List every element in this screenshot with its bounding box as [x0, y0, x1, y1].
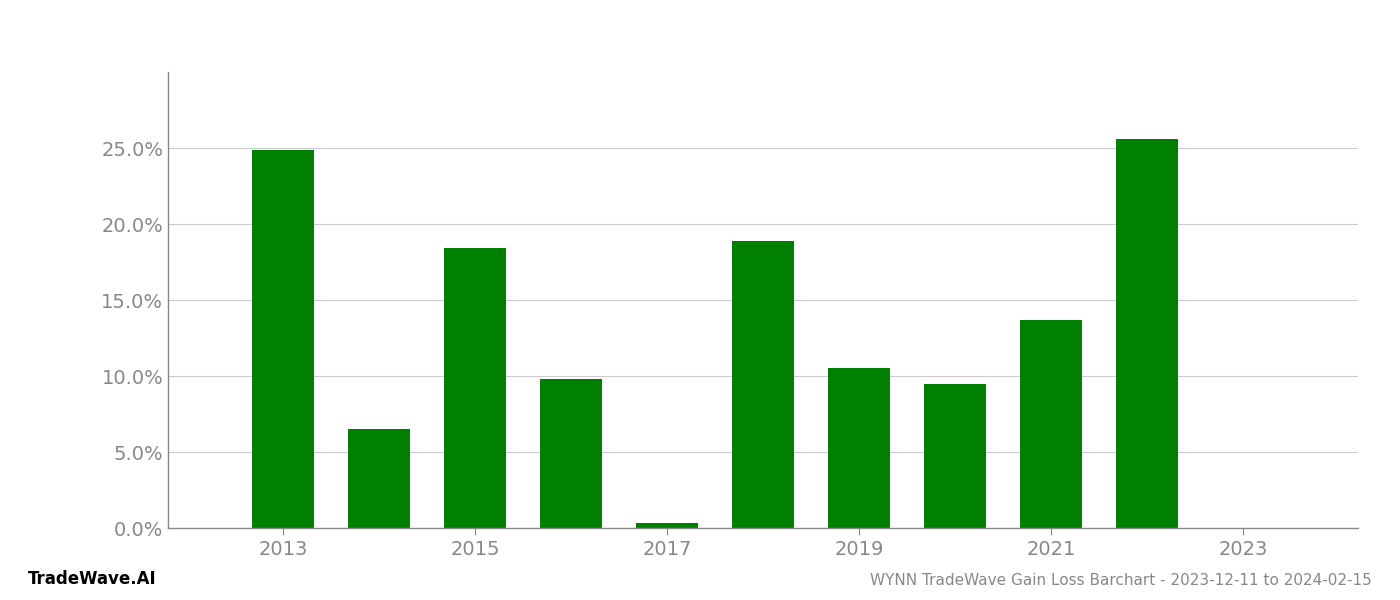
- Bar: [924, 383, 986, 528]
- Bar: [252, 149, 315, 528]
- Bar: [540, 379, 602, 528]
- Bar: [349, 429, 410, 528]
- Bar: [1019, 320, 1082, 528]
- Bar: [444, 248, 507, 528]
- Bar: [1116, 139, 1177, 528]
- Bar: [636, 523, 699, 528]
- Text: WYNN TradeWave Gain Loss Barchart - 2023-12-11 to 2024-02-15: WYNN TradeWave Gain Loss Barchart - 2023…: [871, 573, 1372, 588]
- Text: TradeWave.AI: TradeWave.AI: [28, 570, 157, 588]
- Bar: [732, 241, 794, 528]
- Bar: [827, 368, 890, 528]
